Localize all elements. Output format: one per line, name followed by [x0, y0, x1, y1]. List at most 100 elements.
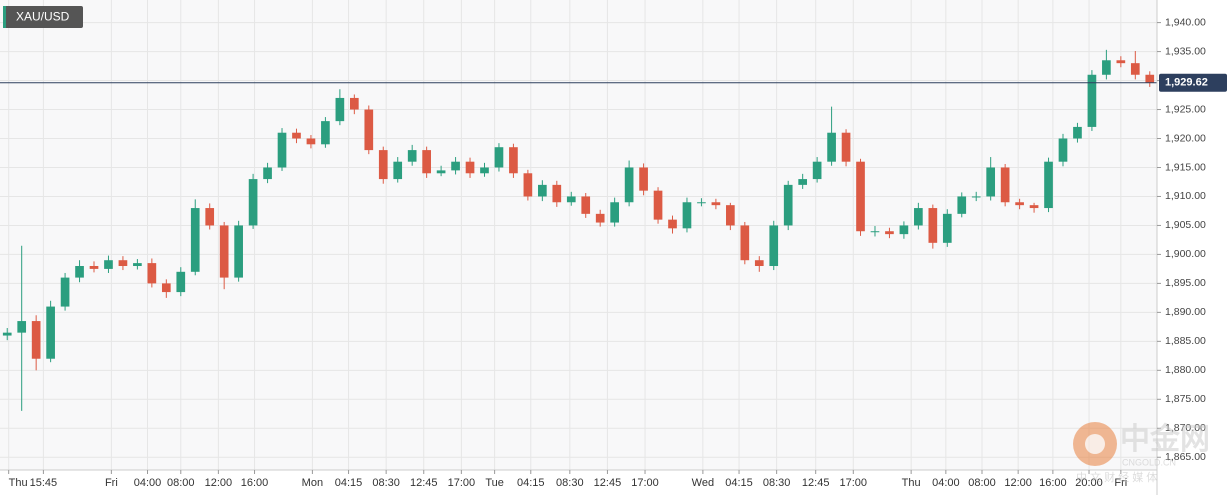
candle-body	[393, 161, 403, 180]
x-tick-label: 08:00	[167, 477, 195, 489]
candle-body	[1116, 60, 1126, 64]
candle-body	[104, 260, 113, 269]
x-tick-label: 04:00	[932, 477, 960, 489]
candle-body	[436, 170, 446, 174]
candle-body	[465, 161, 475, 174]
candle-body	[538, 184, 547, 197]
watermark-brand: 中金网	[1120, 422, 1210, 456]
y-tick-label: 1,935.00	[1165, 45, 1206, 57]
candles	[0, 49, 1157, 411]
candle-body	[798, 179, 808, 185]
x-tick-label: 08:30	[556, 477, 584, 489]
watermark: 中金网 CNGOLD.CN 中 文 财 经 媒 体	[1073, 422, 1210, 484]
y-tick-label: 1,880.00	[1165, 364, 1206, 376]
candle-body	[566, 196, 576, 203]
candle-body	[292, 132, 301, 139]
y-tick-label: 1,870.00	[1165, 422, 1206, 434]
candle-body	[711, 202, 721, 206]
candle-body	[335, 97, 345, 122]
x-tick-label: Tue	[485, 477, 504, 489]
candle-body	[422, 150, 431, 174]
candle-body	[610, 202, 619, 223]
candle-body	[769, 225, 779, 267]
candle-body	[407, 150, 417, 162]
candle-body	[783, 184, 793, 226]
candle-body	[17, 321, 27, 333]
candle-body	[1044, 161, 1053, 209]
candle-body	[971, 196, 981, 198]
y-tick-label: 1,890.00	[1165, 306, 1206, 318]
candle-body	[248, 179, 258, 226]
logo	[1073, 422, 1117, 466]
candle-body	[176, 271, 186, 293]
x-tick-label: Mon	[302, 477, 323, 489]
candle-body	[668, 219, 677, 229]
candle-body	[942, 213, 952, 243]
x-tick-label: 15:45	[30, 477, 58, 489]
watermark-site: CNGOLD.CN	[1122, 457, 1176, 467]
candle-body	[378, 150, 388, 180]
candle-body	[306, 138, 316, 145]
x-tick-label: 16:00	[1039, 477, 1067, 489]
candle-body	[812, 161, 822, 180]
candle-body	[321, 121, 330, 145]
candle-body	[899, 225, 909, 235]
last-price-box	[1159, 73, 1227, 92]
candle-body	[1015, 202, 1024, 206]
candle-body	[697, 202, 706, 204]
candle-body	[60, 277, 70, 307]
candle-body	[682, 202, 692, 229]
candle-body	[509, 147, 518, 174]
x-tick-label: 12:45	[410, 477, 438, 489]
candle-body	[986, 167, 996, 197]
candle-body	[639, 167, 648, 191]
candle-body	[494, 147, 504, 168]
x-tick-label: 08:30	[763, 477, 791, 489]
x-tick-label: Thu	[9, 477, 28, 489]
watermark-tagline: 中 文 财 经 媒 体	[1076, 470, 1157, 484]
candle-body	[349, 97, 359, 110]
candle-body	[277, 132, 287, 168]
y-tick-label: 1,865.00	[1165, 451, 1206, 463]
candle-body	[1029, 205, 1039, 209]
x-tick-label: 12:00	[1004, 477, 1032, 489]
y-tick-label: 1,920.00	[1165, 132, 1206, 144]
candle-body	[480, 167, 489, 174]
x-tick-label: 12:45	[802, 477, 830, 489]
candle-body	[928, 208, 938, 243]
candle-body	[234, 225, 243, 278]
candle-body	[190, 208, 200, 272]
x-tick-label: 08:00	[968, 477, 996, 489]
candle-body	[2, 332, 12, 336]
candle-body	[147, 263, 157, 284]
y-tick-label: 1,895.00	[1165, 277, 1206, 289]
candle-body	[595, 213, 605, 223]
x-tick-label: 17:00	[631, 477, 659, 489]
candle-body	[89, 266, 99, 269]
symbol-box	[3, 6, 83, 28]
symbol: XAU/USD	[16, 10, 70, 24]
y-tick-label: 1,905.00	[1165, 219, 1206, 231]
candle-body	[364, 109, 374, 151]
candle-body	[1087, 74, 1097, 127]
y-tick-label: 1,900.00	[1165, 248, 1206, 260]
candle-body	[957, 196, 967, 214]
y-tick-label: 1,925.00	[1165, 103, 1206, 115]
candle-body	[263, 167, 272, 180]
x-tick-label: 08:30	[372, 477, 400, 489]
symbol-accent	[3, 6, 6, 28]
x-tick-label: 20:00	[1075, 477, 1103, 489]
x-tick-label: 04:15	[335, 477, 363, 489]
candle-body	[523, 173, 533, 197]
candle-body	[31, 321, 41, 359]
x-tick-label: 17:00	[448, 477, 476, 489]
candle-body	[1145, 74, 1155, 83]
candle-body	[726, 205, 735, 226]
y-tick-label: 1,910.00	[1165, 190, 1206, 202]
y-tick-label: 1,885.00	[1165, 335, 1206, 347]
logo-inner	[1085, 434, 1105, 454]
x-tick-label: 12:00	[205, 477, 233, 489]
x-tick-label: Fri	[105, 477, 118, 489]
candle-body	[914, 208, 923, 226]
